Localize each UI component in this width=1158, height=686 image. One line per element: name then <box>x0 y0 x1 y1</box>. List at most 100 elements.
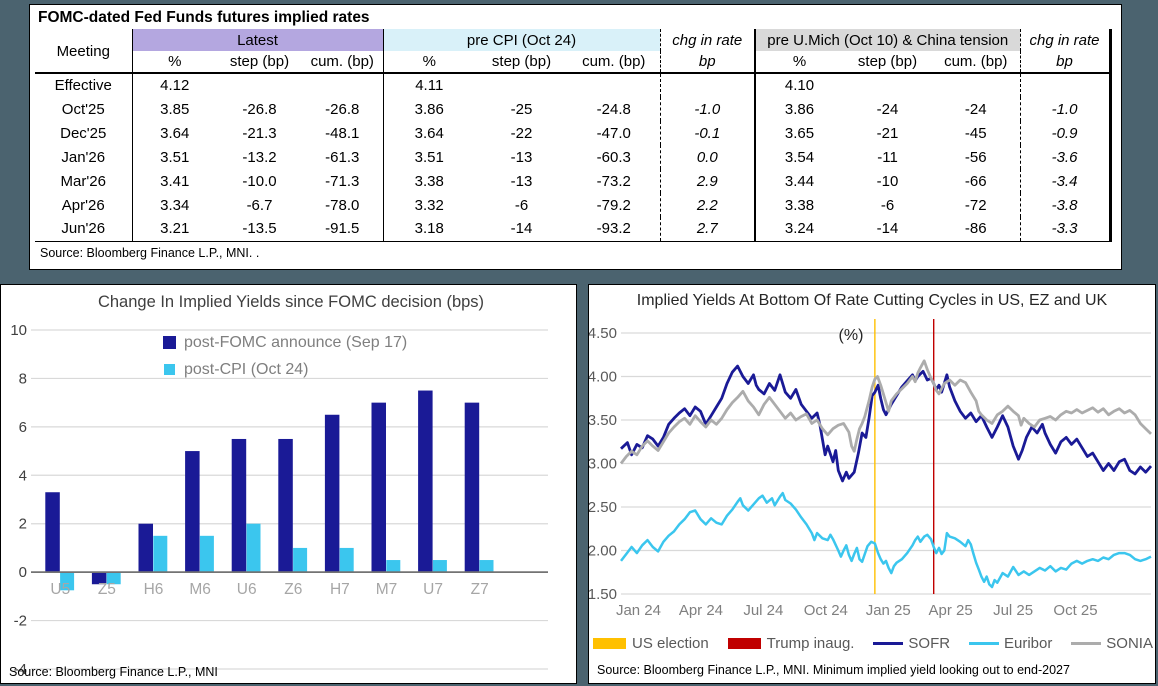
table-row: Apr'26 3.34 -6.7 -78.0 3.32 -6 -79.2 2.2 3.38 -6 -… <box>35 193 1111 217</box>
bar-post-fomc <box>418 390 433 573</box>
table-cell: -0.9 <box>1019 121 1111 145</box>
legend-item: Euribor <box>968 635 1053 652</box>
table-cell: 3.64 <box>382 121 476 145</box>
x-axis-tick-label: H7 <box>330 581 350 598</box>
x-axis-tick-label: M6 <box>189 581 211 598</box>
x-axis-tick-label: Jan 25 <box>866 602 911 619</box>
table-cell: -6 <box>514 196 529 214</box>
bar-post-fomc <box>138 523 153 573</box>
table-cell: Dec'25 <box>60 124 107 142</box>
table-cell: -71.3 <box>325 172 360 190</box>
table-cell: -66 <box>964 172 987 190</box>
bar-post-cpi <box>106 572 121 585</box>
x-axis-tick-label: Jul 24 <box>743 602 783 619</box>
table-cell: -24 <box>964 100 987 118</box>
table-cell: -24.8 <box>596 100 631 118</box>
table-cell: -21 <box>876 124 899 142</box>
bar-post-cpi <box>246 523 261 573</box>
table-cell: -78.0 <box>325 196 360 214</box>
fomc-table-panel: FOMC-dated Fed Funds futures implied rat… <box>29 4 1122 270</box>
table-cell: -3.3 <box>1019 217 1111 241</box>
x-axis-tick-label: U6 <box>237 581 257 598</box>
table-cell: 0.0 <box>659 145 756 169</box>
table-row: Oct'25 3.85 -26.8 -26.8 3.86 -25 -24.8 -1.0 3.86… <box>35 97 1111 121</box>
table-cell <box>659 73 756 97</box>
x-axis-tick-label: Z7 <box>471 581 489 598</box>
table-cell: 3.21 <box>131 217 217 241</box>
table-cell <box>1019 73 1111 97</box>
y-axis-tick-label: 2 <box>19 516 27 533</box>
bar-post-fomc <box>45 492 60 573</box>
table-cell: 4.10 <box>754 73 844 97</box>
legend-label: US election <box>632 635 709 652</box>
table-row: Dec'25 3.64 -21.3 -48.1 3.64 -22 -47.0 -0.1 3.65… <box>35 121 1111 145</box>
table-cell: -13 <box>510 172 533 190</box>
legend-label: Euribor <box>1003 635 1053 652</box>
table-title: FOMC-dated Fed Funds futures implied rat… <box>38 9 370 26</box>
header-chg2-line1: chg in rate <box>1019 29 1111 51</box>
series-line-sonia <box>619 359 1152 465</box>
table-cell: -6.7 <box>246 196 273 214</box>
table-cell: -11 <box>877 148 898 166</box>
table-cell: -47.0 <box>596 124 631 142</box>
y-axis-tick-label: -2 <box>14 613 27 630</box>
table-cell: 3.44 <box>754 169 844 193</box>
bar-post-fomc <box>231 438 247 573</box>
table-cell: -6 <box>880 196 895 214</box>
subheader: % <box>131 51 217 74</box>
table-cell: -73.2 <box>596 172 631 190</box>
table-cell: 3.64 <box>131 121 217 145</box>
bar-post-fomc <box>91 572 107 585</box>
trump-inaug-swatch-icon <box>727 638 761 649</box>
table-cell: Jan'26 <box>61 148 106 166</box>
x-axis-tick-label: U7 <box>423 581 443 598</box>
table-cell: -14 <box>510 220 533 238</box>
y-axis-tick-label: 4.00 <box>589 369 617 386</box>
legend-item: SONIA <box>1071 635 1153 652</box>
table-cell: -25 <box>510 100 533 118</box>
table-cell <box>475 73 568 97</box>
table-cell: -26.8 <box>325 100 360 118</box>
bar-post-cpi <box>339 547 354 573</box>
table-cell <box>217 73 302 97</box>
bar-post-cpi <box>293 547 308 573</box>
post-fomc-swatch-icon <box>163 336 176 349</box>
table-cell: 3.38 <box>382 169 476 193</box>
y-axis-tick-label: 3.00 <box>589 456 617 473</box>
y-axis-tick-label: 2.00 <box>589 543 617 560</box>
table-cell: -3.6 <box>1019 145 1111 169</box>
bar-post-cpi <box>60 572 75 591</box>
table-cell: 4.12 <box>131 73 217 97</box>
subheader: % <box>754 51 844 74</box>
table-cell: 3.34 <box>131 193 217 217</box>
bar-chart-svg: -4 -2 0 2 4 6 8 10 U5 Z5 H6 M6 U6 Z6 H7 M7 U7 Z7 <box>10 322 548 678</box>
series-line-sofr <box>620 364 1153 483</box>
table-cell: 2.9 <box>659 169 756 193</box>
table-cell: 3.85 <box>131 97 217 121</box>
subheader: cum. (bp) <box>302 51 384 74</box>
line-chart-title: Implied Yields At Bottom Of Rate Cutting… <box>636 292 1108 309</box>
x-axis-tick-label: Jul 25 <box>993 602 1033 619</box>
table-cell: -86 <box>964 220 987 238</box>
table-cell: 3.24 <box>754 217 844 241</box>
x-axis-tick-label: Apr 25 <box>929 602 973 619</box>
y-axis-tick-label: -4 <box>14 661 27 678</box>
table-cell <box>568 73 660 97</box>
bar-post-cpi <box>432 560 447 573</box>
bar-post-cpi <box>479 560 494 573</box>
bar-post-cpi <box>386 560 401 573</box>
table-cell: -61.3 <box>325 148 360 166</box>
table-cell: 3.38 <box>754 193 844 217</box>
x-axis-tick-label: Oct 24 <box>804 602 848 619</box>
table-cell: -3.8 <box>1019 193 1111 217</box>
header-chg2-line2: bp <box>1019 51 1111 74</box>
header-group-pre-umich: pre U.Mich (Oct 10) & China tension <box>754 29 1021 51</box>
table-cell: -45 <box>964 124 987 142</box>
header-chg1-line2: bp <box>659 51 756 74</box>
y-axis-tick-label: 6 <box>19 419 27 436</box>
table-cell: -1.0 <box>1019 97 1111 121</box>
sonia-line-swatch-icon <box>1071 642 1102 645</box>
fomc-futures-table: Meeting Latest pre CPI (Oct 24) chg in r… <box>35 29 1112 242</box>
post-cpi-swatch-icon <box>164 364 175 375</box>
